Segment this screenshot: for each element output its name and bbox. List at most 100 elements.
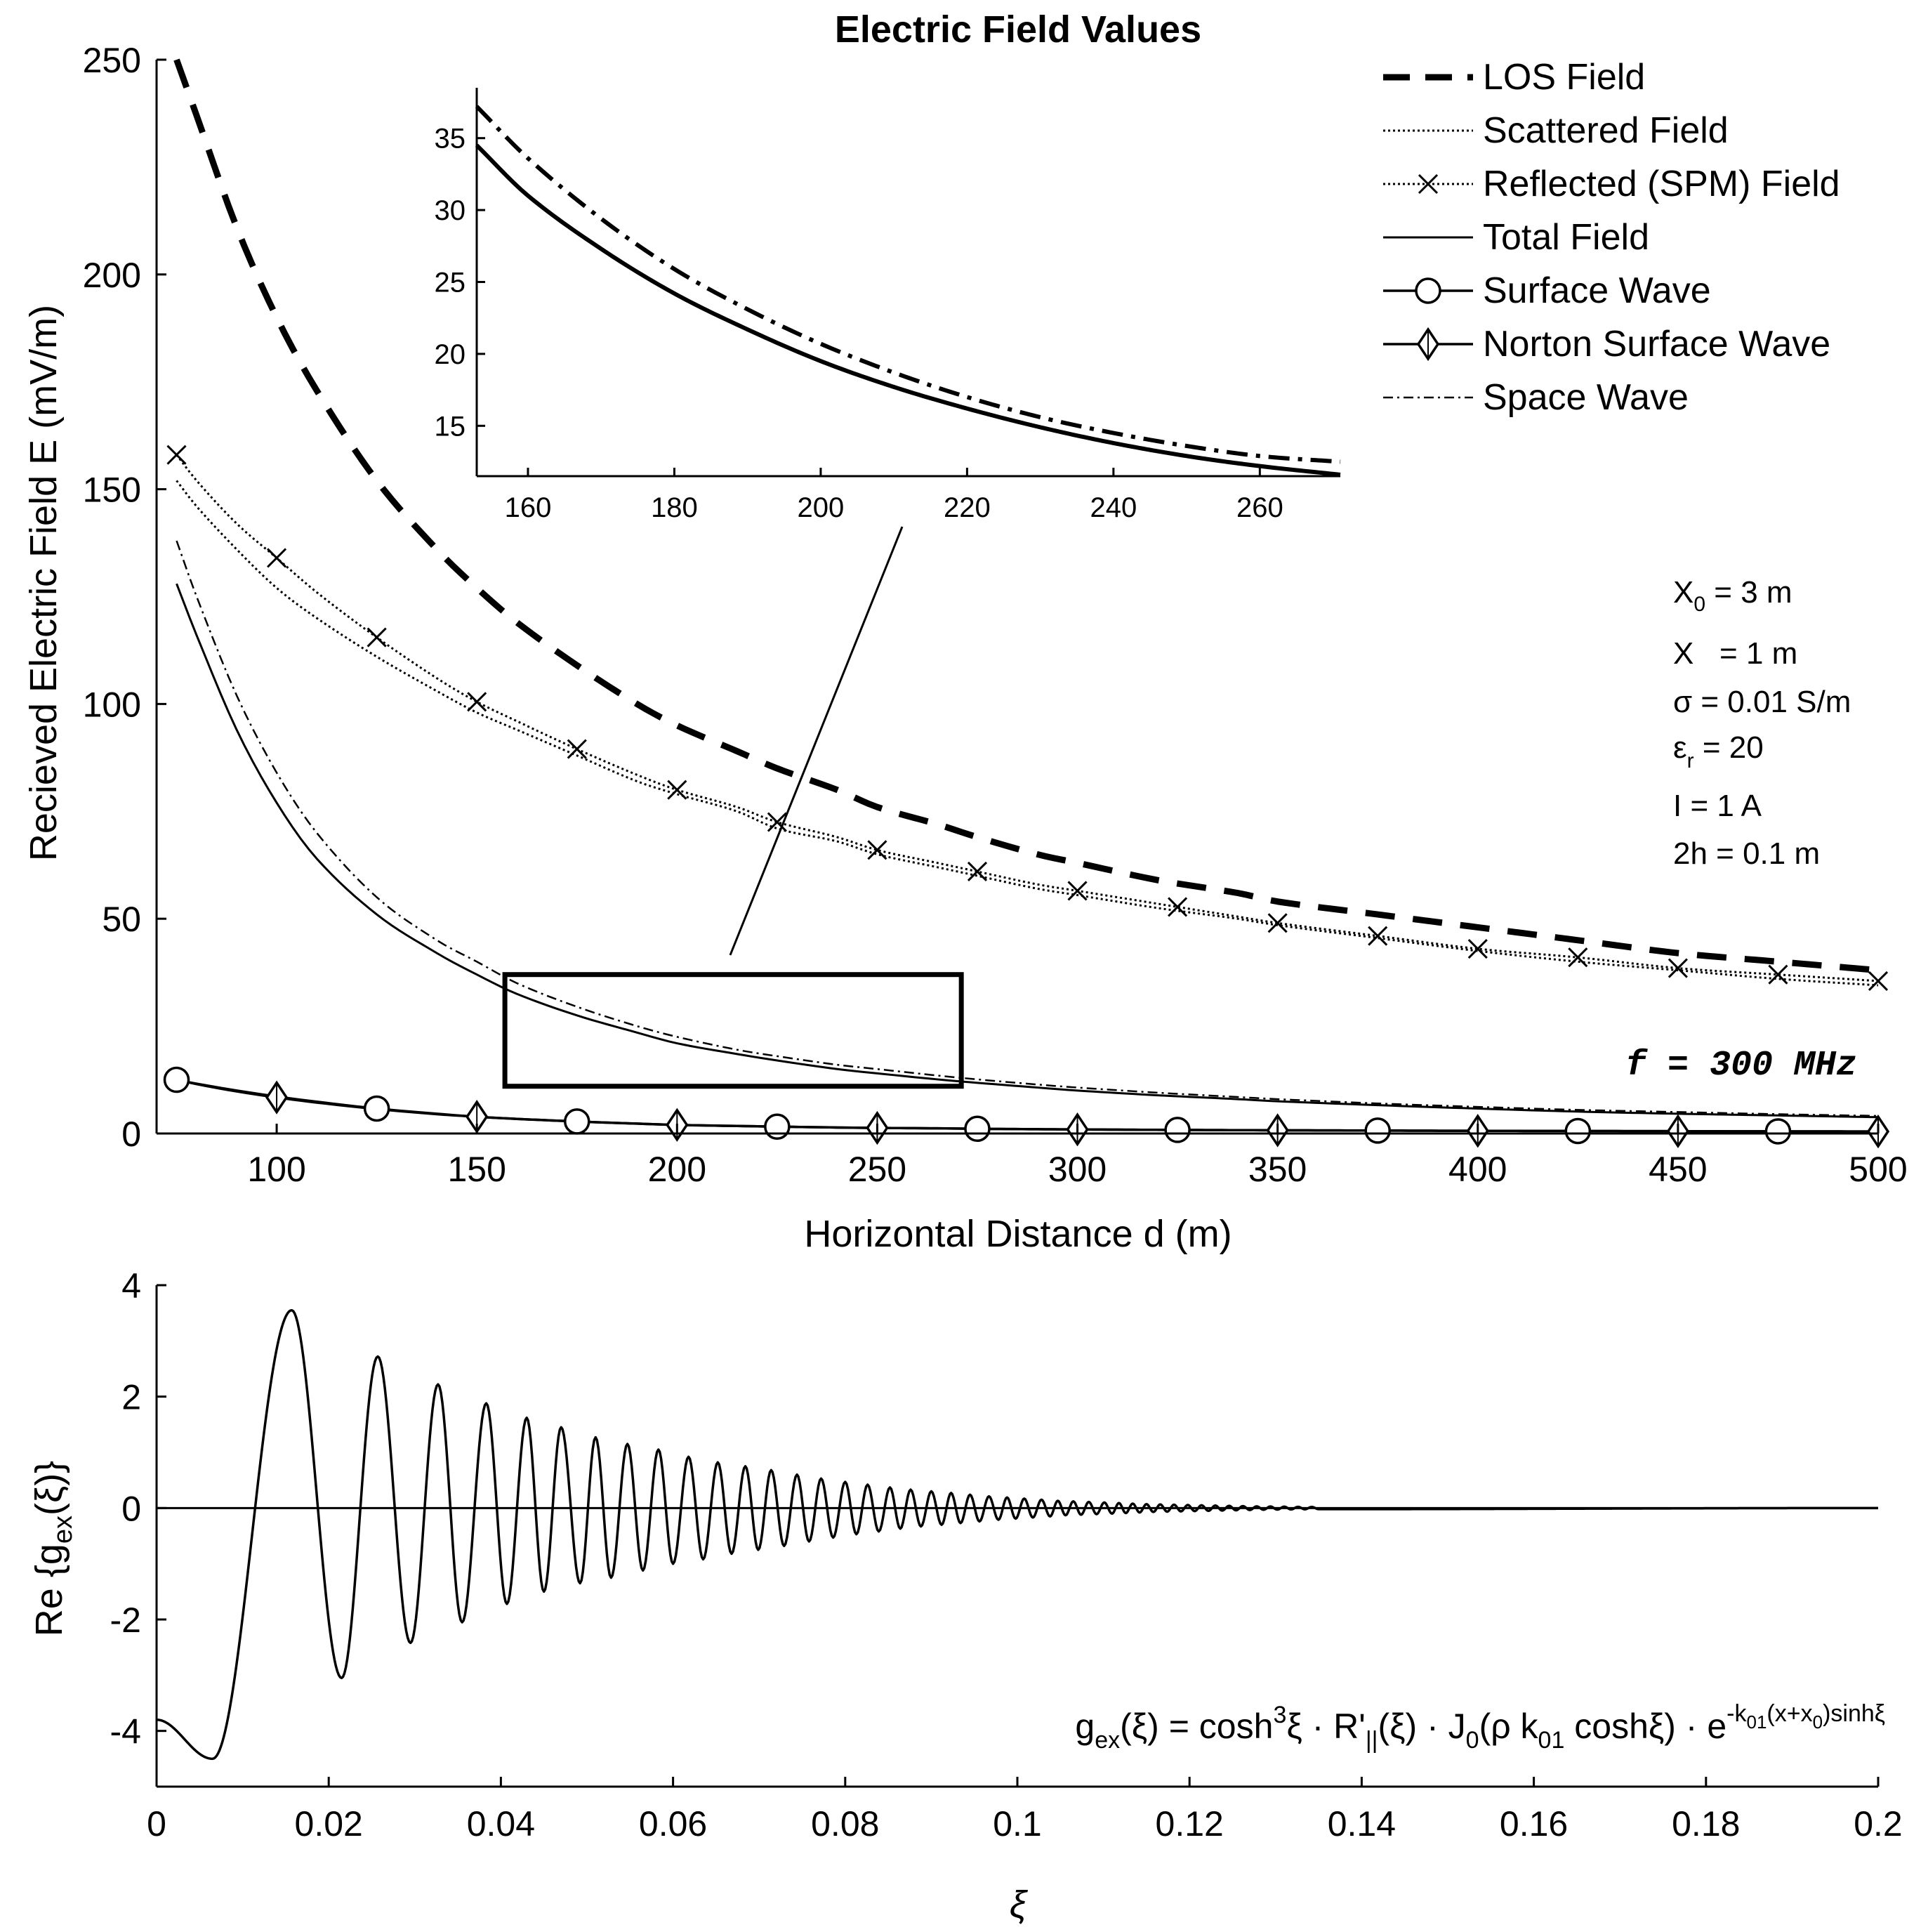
- legend-item-scattered-field: Scattered Field: [1383, 110, 1729, 151]
- main-y-tick-label: 0: [121, 1115, 141, 1154]
- main-y-tick-label: 50: [102, 900, 141, 939]
- legend-label: Total Field: [1483, 217, 1649, 258]
- main-x-tick-label: 250: [848, 1150, 906, 1189]
- main-x-tick-label: 200: [648, 1150, 706, 1189]
- legend-marker: [1416, 327, 1440, 362]
- lower-x-tick-label: 0.14: [1328, 1804, 1396, 1844]
- main-series-group: [173, 58, 1879, 1133]
- inset-x-tick-label: 200: [798, 492, 845, 523]
- frequency-annotation: f = 300 MHz: [1625, 1046, 1857, 1086]
- lower-x-tick-label: 0: [147, 1804, 166, 1844]
- inset-y-tick-label: 25: [435, 268, 466, 298]
- inset-series-line-space-wave: [475, 105, 1341, 464]
- zoom-box: [502, 972, 964, 1089]
- legend-label: LOS Field: [1483, 57, 1645, 98]
- inset-background: [477, 88, 1340, 476]
- legend-item-surface-wave: Surface Wave: [1383, 270, 1711, 311]
- inset-series-line-total-field: [475, 143, 1341, 477]
- main-y-tick-label: 150: [83, 471, 141, 510]
- main-x-tick-label: 400: [1448, 1150, 1507, 1189]
- main-x-tick-label: 150: [447, 1150, 506, 1189]
- inset-axes: 160 180 200 220 240 260 15 20 25 30 35: [435, 88, 1340, 523]
- marker-surface-wave: [1564, 1117, 1592, 1145]
- lower-axes: 0 0.02 0.04 0.06 0.08 0.1 0.12 0.14 0.16 0.18 0.2 -…: [110, 1266, 1903, 1844]
- lower-y-tick-label: 2: [121, 1378, 141, 1417]
- lower-x-tick-label: 0.12: [1156, 1804, 1224, 1844]
- main-markers-group: [163, 445, 1890, 1149]
- lower-x-tick-label: 0.08: [811, 1804, 879, 1844]
- marker-reflected-field: [667, 780, 687, 800]
- legend-item-reflected-spm-field: Reflected (SPM) Field: [1383, 164, 1840, 204]
- marker-reflected-field: [867, 840, 887, 860]
- marker-surface-wave: [964, 1115, 991, 1143]
- marker-reflected-field: [1668, 958, 1688, 978]
- main-x-tick-label: 450: [1649, 1150, 1707, 1189]
- param-current: I = 1 A: [1673, 789, 1762, 823]
- series-line-total-field: [176, 583, 1879, 1119]
- main-x-tick-label: 500: [1849, 1150, 1907, 1189]
- formula-annotation: gex(ξ) = cosh3ξ · R'||(ξ) · J0(ρ k01 cos…: [1075, 1700, 1885, 1754]
- marker-reflected-field: [967, 861, 988, 881]
- marker-surface-wave: [363, 1095, 390, 1122]
- inset-x-tick-label: 180: [651, 492, 698, 523]
- main-ticks: 100 150 200 250 300 350 400 450 500 0 50 100 150 200 2…: [83, 41, 1908, 1189]
- legend-label: Space Wave: [1483, 377, 1689, 418]
- legend-marker: [1418, 173, 1439, 195]
- lower-y-tick-label: -2: [110, 1601, 141, 1640]
- marker-reflected-field: [367, 627, 387, 648]
- series-line-re-gex: [156, 1308, 1878, 1761]
- lower-x-tick-label: 0.06: [639, 1804, 707, 1844]
- main-y-tick-label: 100: [83, 685, 141, 724]
- inset-chart: 160 180 200 220 240 260 15 20 25 30 35: [435, 88, 1341, 523]
- marker-surface-wave: [563, 1108, 590, 1135]
- inset-x-tick-label: 240: [1090, 492, 1137, 523]
- chart-title: Electric Field Values: [835, 8, 1201, 51]
- main-y-axis-label: Recieved Electric Field E (mV/m): [22, 305, 65, 861]
- marker-reflected-field: [267, 548, 287, 568]
- inset-x-tick-label: 160: [505, 492, 552, 523]
- lower-x-tick-label: 0.16: [1500, 1804, 1568, 1844]
- lower-x-axis-label: ξ: [1010, 1884, 1029, 1926]
- lower-x-tick-label: 0.18: [1672, 1804, 1740, 1844]
- marker-surface-wave: [1164, 1117, 1191, 1143]
- legend-label: Norton Surface Wave: [1483, 324, 1830, 364]
- param-x0: X0 = 3 m: [1673, 575, 1792, 616]
- lower-x-tick-label: 0.2: [1854, 1804, 1903, 1844]
- parameter-annotation: X0 = 3 m X = 1 m σ = 0.01 S/m εr = 20 I …: [1673, 575, 1851, 871]
- inset-y-tick-label: 20: [435, 339, 466, 370]
- inset-y-tick-label: 35: [435, 124, 466, 155]
- marker-reflected-field: [1368, 926, 1388, 946]
- marker-reflected-field: [1467, 938, 1488, 959]
- inset-y-tick-label: 15: [435, 411, 466, 442]
- lower-x-tick-label: 0.04: [467, 1804, 535, 1844]
- inset-x-tick-label: 260: [1236, 492, 1283, 523]
- lower-x-tick-label: 0.02: [295, 1804, 363, 1844]
- series-line-space-wave: [176, 540, 1879, 1117]
- main-x-tick-label: 300: [1048, 1150, 1107, 1189]
- main-x-tick-label: 100: [247, 1150, 305, 1189]
- series-line-reflected-spm-field: [176, 454, 1879, 983]
- legend: LOS Field Scattered Field Reflected (SPM) …: [1383, 57, 1840, 418]
- main-chart: Electric Field Values 100 150 200 250 300 350…: [22, 8, 1908, 1255]
- marker-surface-wave: [1364, 1117, 1391, 1144]
- inset-x-tick-label: 220: [944, 492, 991, 523]
- main-axes: [155, 60, 1878, 1135]
- legend-label: Reflected (SPM) Field: [1483, 164, 1840, 204]
- param-2h: 2h = 0.1 m: [1673, 836, 1820, 871]
- legend-label: Surface Wave: [1483, 270, 1711, 311]
- marker-reflected-field: [567, 739, 587, 759]
- marker-reflected-field: [1868, 971, 1889, 991]
- param-epsilon: εr = 20: [1673, 730, 1764, 773]
- inset-series-group: [475, 105, 1341, 477]
- legend-label: Scattered Field: [1483, 110, 1729, 151]
- lower-y-tick-label: 0: [121, 1489, 141, 1528]
- marker-reflected-field: [166, 445, 187, 465]
- series-line-norton-surface-wave: [176, 1078, 1879, 1133]
- main-x-axis-label: Horizontal Distance d (m): [804, 1213, 1232, 1255]
- marker-surface-wave: [1764, 1118, 1792, 1145]
- marker-reflected-field: [1067, 881, 1088, 901]
- marker-reflected-field: [1568, 947, 1588, 968]
- legend-item-space-wave: Space Wave: [1383, 377, 1689, 418]
- marker-reflected-field: [767, 812, 787, 832]
